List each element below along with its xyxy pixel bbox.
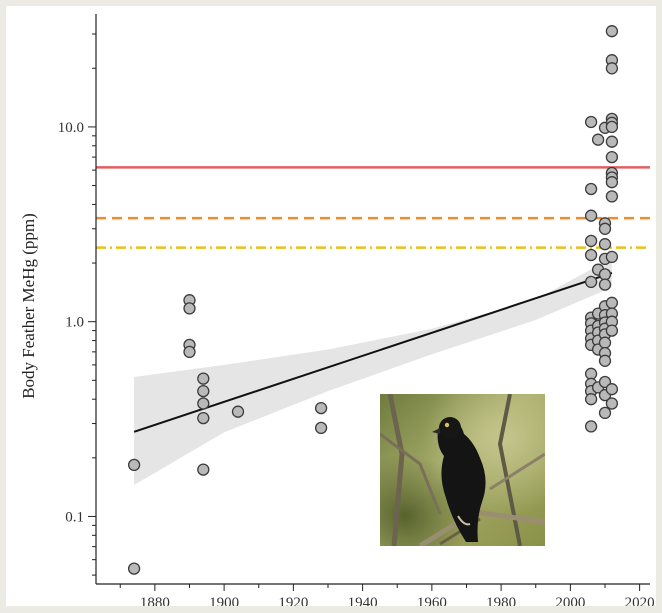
y-tick-label-1.0: 1.0 xyxy=(65,315,84,331)
data-point xyxy=(605,120,619,134)
y-tick-label-10.0: 10.0 xyxy=(58,120,84,136)
data-point xyxy=(584,420,598,433)
data-point xyxy=(598,222,612,235)
data-point xyxy=(605,176,619,189)
data-point xyxy=(605,135,619,148)
data-point xyxy=(197,397,210,410)
data-point xyxy=(197,411,210,425)
x-tick-label-1920: 1920 xyxy=(278,595,308,606)
data-point xyxy=(183,302,196,315)
data-point xyxy=(314,421,328,435)
plot-area: 1880 1900 1920 1940 1960 1980 2000 2020 0.1 1.0 10… xyxy=(6,6,656,606)
blackbird-photo xyxy=(380,394,545,546)
data-point xyxy=(598,354,612,367)
y-axis-title: Body Feather MeHg (ppm) xyxy=(19,213,38,399)
data-point xyxy=(584,248,598,262)
confidence-band-layer xyxy=(134,258,612,485)
regression-layer xyxy=(133,271,613,433)
data-point xyxy=(584,234,598,248)
x-tick-label-1980: 1980 xyxy=(486,595,516,606)
data-point xyxy=(605,296,619,309)
data-point xyxy=(127,458,141,472)
y-axis-title-layer: Body Feather MeHg (ppm) xyxy=(19,213,38,399)
data-point xyxy=(584,275,598,289)
data-point xyxy=(605,250,619,264)
data-point xyxy=(197,372,210,385)
x-tick-label-2020: 2020 xyxy=(625,595,655,606)
x-tick-label-1880: 1880 xyxy=(140,595,170,606)
regression-line xyxy=(133,271,613,433)
data-point xyxy=(598,268,612,281)
data-point xyxy=(605,25,619,38)
data-point xyxy=(584,393,598,406)
data-point xyxy=(584,115,598,129)
data-point xyxy=(605,397,619,410)
data-point xyxy=(127,562,141,575)
data-point xyxy=(605,190,619,203)
data-points-layer xyxy=(127,25,619,575)
confidence-band xyxy=(134,258,612,485)
scatter-chart: 1880 1900 1920 1940 1960 1980 2000 2020 0.1 1.0 10… xyxy=(19,14,655,606)
data-point xyxy=(605,324,619,337)
data-point xyxy=(197,463,210,476)
data-point xyxy=(584,209,598,222)
data-point xyxy=(591,133,605,146)
x-tick-label-1960: 1960 xyxy=(417,595,447,606)
axes-layer: 1880 1900 1920 1940 1960 1980 2000 2020 0.1 1.0 10… xyxy=(58,14,655,606)
data-point xyxy=(605,383,619,396)
data-point xyxy=(598,278,612,291)
data-point xyxy=(598,238,612,251)
data-point xyxy=(605,62,619,75)
y-tick-label-0.1: 0.1 xyxy=(65,509,84,525)
x-tick-label-2000: 2000 xyxy=(555,595,585,606)
reference-lines-layer xyxy=(96,166,650,249)
x-tick-label-1900: 1900 xyxy=(209,595,239,606)
data-point xyxy=(231,405,245,418)
data-point xyxy=(598,336,612,349)
data-point xyxy=(183,345,196,359)
data-point xyxy=(197,384,210,398)
data-point xyxy=(584,182,598,196)
data-point xyxy=(598,406,612,420)
x-tick-label-1940: 1940 xyxy=(348,595,378,606)
data-point xyxy=(314,401,328,415)
data-point xyxy=(605,150,619,164)
